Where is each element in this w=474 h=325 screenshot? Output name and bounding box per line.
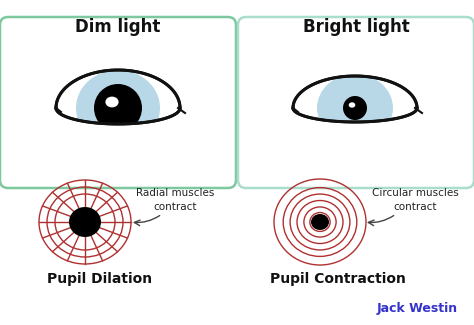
- Text: Jack Westin: Jack Westin: [377, 302, 458, 315]
- Ellipse shape: [343, 96, 367, 120]
- Ellipse shape: [76, 70, 160, 146]
- Ellipse shape: [94, 84, 142, 132]
- Text: Pupil Dilation: Pupil Dilation: [47, 272, 153, 286]
- Text: Bright light: Bright light: [302, 18, 410, 36]
- FancyBboxPatch shape: [238, 17, 474, 188]
- Text: Radial muscles
contract: Radial muscles contract: [136, 188, 214, 212]
- Ellipse shape: [69, 207, 101, 237]
- Ellipse shape: [311, 214, 329, 230]
- Text: Dim light: Dim light: [75, 18, 161, 36]
- Ellipse shape: [105, 97, 118, 107]
- FancyBboxPatch shape: [0, 17, 236, 188]
- Ellipse shape: [317, 74, 393, 142]
- Text: Circular muscles
contract: Circular muscles contract: [372, 188, 458, 212]
- Polygon shape: [293, 76, 417, 122]
- Polygon shape: [56, 70, 180, 124]
- Text: Pupil Contraction: Pupil Contraction: [270, 272, 406, 286]
- Ellipse shape: [349, 102, 356, 108]
